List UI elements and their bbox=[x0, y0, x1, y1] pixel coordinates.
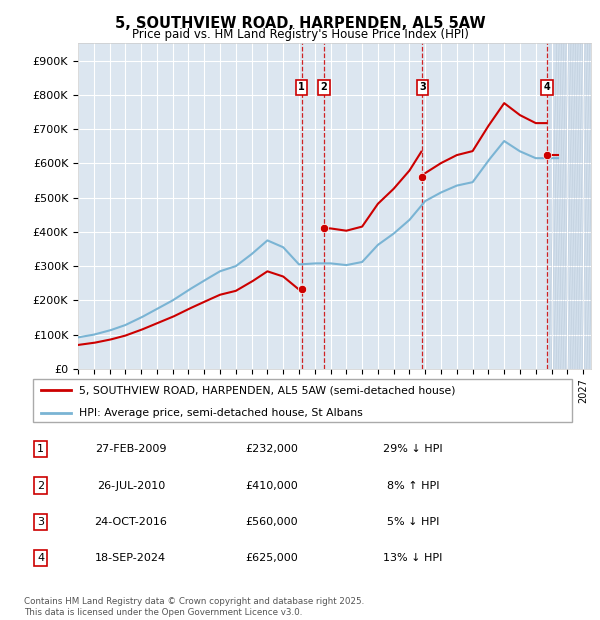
Text: Contains HM Land Registry data © Crown copyright and database right 2025.
This d: Contains HM Land Registry data © Crown c… bbox=[24, 598, 364, 617]
Text: 5, SOUTHVIEW ROAD, HARPENDEN, AL5 5AW (semi-detached house): 5, SOUTHVIEW ROAD, HARPENDEN, AL5 5AW (s… bbox=[79, 385, 455, 396]
Text: 5, SOUTHVIEW ROAD, HARPENDEN, AL5 5AW: 5, SOUTHVIEW ROAD, HARPENDEN, AL5 5AW bbox=[115, 16, 485, 30]
Text: 4: 4 bbox=[544, 82, 550, 92]
Text: 4: 4 bbox=[37, 554, 44, 564]
Text: 2: 2 bbox=[320, 82, 327, 92]
Text: 2: 2 bbox=[37, 480, 44, 490]
Text: £560,000: £560,000 bbox=[245, 517, 298, 527]
Text: 3: 3 bbox=[419, 82, 426, 92]
Text: 5% ↓ HPI: 5% ↓ HPI bbox=[386, 517, 439, 527]
Text: 18-SEP-2024: 18-SEP-2024 bbox=[95, 554, 166, 564]
Text: 1: 1 bbox=[298, 82, 305, 92]
Bar bbox=[549, 43, 591, 369]
Text: 26-JUL-2010: 26-JUL-2010 bbox=[97, 480, 165, 490]
Text: 13% ↓ HPI: 13% ↓ HPI bbox=[383, 554, 442, 564]
Text: 3: 3 bbox=[37, 517, 44, 527]
Text: 27-FEB-2009: 27-FEB-2009 bbox=[95, 444, 167, 454]
Text: Price paid vs. HM Land Registry's House Price Index (HPI): Price paid vs. HM Land Registry's House … bbox=[131, 28, 469, 41]
Text: 24-OCT-2016: 24-OCT-2016 bbox=[94, 517, 167, 527]
Text: 1: 1 bbox=[37, 444, 44, 454]
Text: £625,000: £625,000 bbox=[245, 554, 298, 564]
Text: £232,000: £232,000 bbox=[245, 444, 298, 454]
Text: 8% ↑ HPI: 8% ↑ HPI bbox=[386, 480, 439, 490]
FancyBboxPatch shape bbox=[33, 379, 572, 422]
Text: £410,000: £410,000 bbox=[245, 480, 298, 490]
Text: HPI: Average price, semi-detached house, St Albans: HPI: Average price, semi-detached house,… bbox=[79, 408, 363, 419]
Text: 29% ↓ HPI: 29% ↓ HPI bbox=[383, 444, 443, 454]
